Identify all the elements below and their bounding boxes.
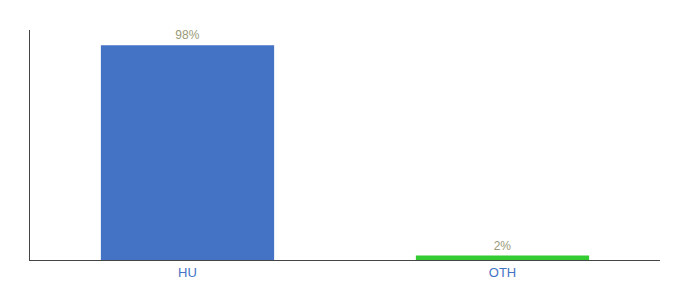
svg-text:98%: 98% (175, 28, 199, 42)
svg-text:HU: HU (178, 265, 197, 280)
svg-text:2%: 2% (494, 239, 512, 253)
svg-text:OTH: OTH (489, 265, 516, 280)
